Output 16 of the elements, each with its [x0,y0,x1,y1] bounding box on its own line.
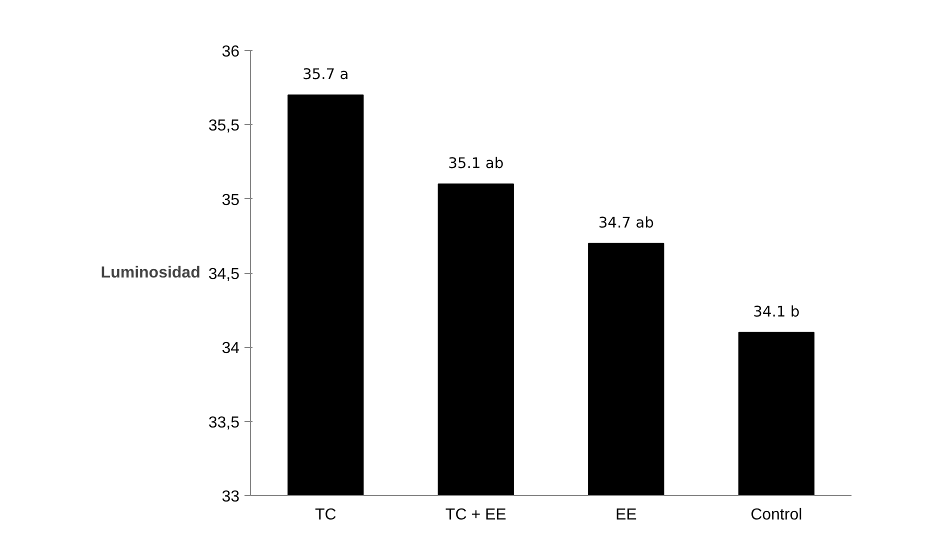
x-tick-label: TC + EE [445,506,506,524]
y-tick-label: 34,5 [208,266,240,283]
x-tick-label: TC [314,506,336,524]
y-tick-label: 35,5 [208,118,240,135]
y-tick-label: 36 [222,44,240,60]
y-tick-label: 33 [222,488,240,506]
x-tick-label: EE [615,506,637,524]
data-label: 35.1 ab [448,155,504,172]
data-label: 35.7 a [302,66,349,83]
y-tick-label: 34 [222,340,240,358]
y-axis-title: Luminosidad [100,264,200,282]
data-label: 34.7 ab [598,214,654,232]
y-tick-label: 35 [222,192,240,209]
x-tick-label: Control [750,506,802,524]
data-label: 34.1 b [753,303,800,320]
y-tick-label: 33,5 [208,414,240,432]
